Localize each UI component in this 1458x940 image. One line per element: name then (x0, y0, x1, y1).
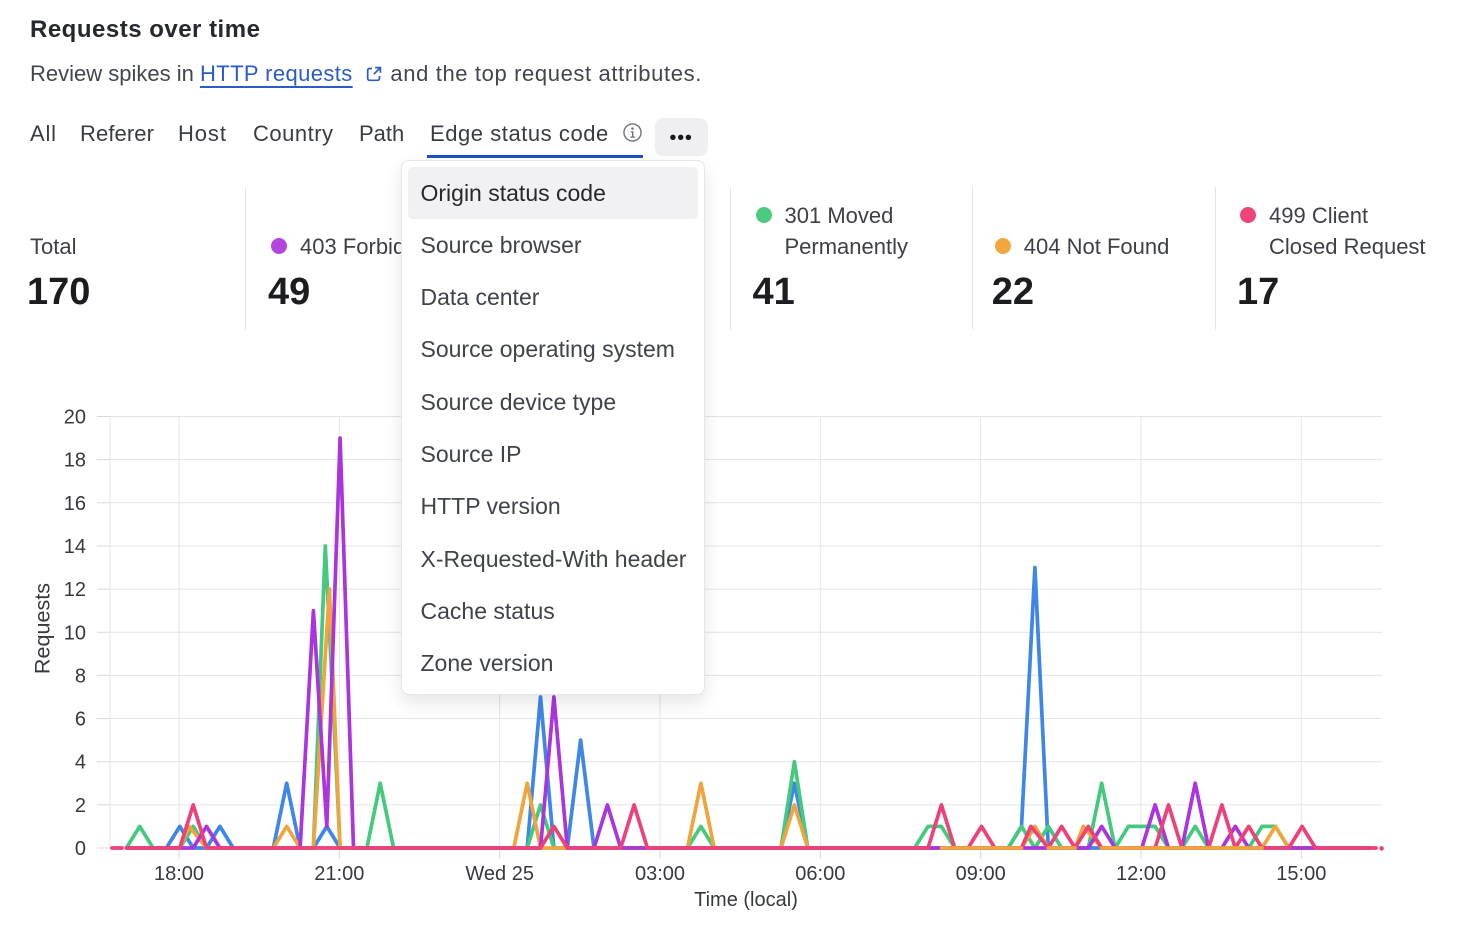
svg-text:09:00: 09:00 (956, 863, 1006, 885)
svg-text:15:00: 15:00 (1276, 863, 1326, 885)
svg-text:8: 8 (75, 665, 86, 687)
svg-text:Time (local): Time (local) (694, 889, 798, 911)
svg-text:4: 4 (75, 752, 86, 774)
svg-text:10: 10 (64, 622, 86, 644)
svg-text:Wed 25: Wed 25 (465, 863, 534, 885)
svg-text:14: 14 (64, 536, 86, 558)
svg-text:06:00: 06:00 (795, 863, 845, 885)
svg-text:03:00: 03:00 (635, 863, 685, 885)
svg-text:Requests: Requests (30, 583, 55, 674)
svg-text:0: 0 (75, 838, 86, 860)
svg-text:12:00: 12:00 (1116, 863, 1166, 885)
svg-text:12: 12 (64, 579, 86, 601)
svg-text:18:00: 18:00 (154, 863, 204, 885)
svg-text:20: 20 (64, 407, 86, 429)
svg-text:18: 18 (64, 450, 86, 472)
svg-text:16: 16 (64, 493, 86, 515)
svg-text:6: 6 (75, 709, 86, 731)
svg-text:2: 2 (75, 795, 86, 817)
svg-text:21:00: 21:00 (314, 863, 364, 885)
